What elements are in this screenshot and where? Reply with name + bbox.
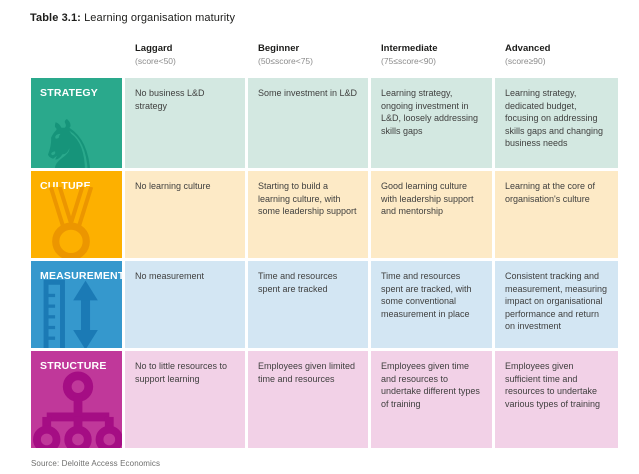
column-header-beginner: Beginner (50≤score<75) [248, 37, 368, 75]
table-title: Table 3.1: Learning organisation maturit… [30, 12, 639, 24]
column-header-intermediate: Intermediate (75≤score<90) [371, 37, 492, 75]
table-number: Table 3.1: [30, 12, 81, 24]
cell-measurement-advanced: Consistent tracking and measurement, mea… [495, 261, 618, 348]
cell-structure-laggard: No to little resources to support learni… [125, 351, 245, 448]
cell-structure-beginner: Employees given limited time and resourc… [248, 351, 368, 448]
column-label: Laggard [135, 43, 173, 54]
table-title-text: Learning organisation maturity [80, 12, 236, 24]
chess-knight-icon: ♞ [36, 105, 103, 168]
cell-strategy-advanced: Learning strategy, dedicated budget, foc… [495, 78, 618, 168]
cell-culture-laggard: No learning culture [125, 171, 245, 258]
column-label: Beginner [258, 43, 300, 54]
column-score-range: (75≤score<90) [381, 56, 436, 66]
cell-strategy-laggard: No business L&D strategy [125, 78, 245, 168]
medal-icon [36, 183, 106, 258]
ruler-arrow-icon [39, 279, 109, 348]
row-label: STRATEGY [40, 87, 98, 99]
column-label: Advanced [505, 43, 551, 54]
source-note: Source: Deloitte Access Economics [31, 459, 161, 468]
cell-strategy-intermediate: Learning strategy, ongoing investment in… [371, 78, 492, 168]
row-label: STRUCTURE [40, 360, 107, 372]
column-label: Intermediate [381, 43, 438, 54]
column-score-range: (50≤score<75) [258, 56, 313, 66]
cell-measurement-beginner: Time and resources spent are tracked [248, 261, 368, 348]
row-header-measurement: MEASUREMENT [31, 261, 122, 348]
column-score-range: (score<50) [135, 56, 176, 66]
cell-culture-beginner: Starting to build a learning culture, wi… [248, 171, 368, 258]
cell-measurement-laggard: No measurement [125, 261, 245, 348]
cell-culture-intermediate: Good learning culture with leadership su… [371, 171, 492, 258]
row-label: MEASUREMENT [40, 270, 122, 282]
cell-strategy-beginner: Some investment in L&D [248, 78, 368, 168]
column-header-advanced: Advanced (score≥90) [495, 37, 618, 75]
cell-structure-advanced: Employees given sufficient time and reso… [495, 351, 618, 448]
maturity-table: Laggard (score<50) Beginner (50≤score<75… [31, 37, 618, 448]
row-header-strategy: STRATEGY ♞ [31, 78, 122, 168]
row-header-culture: CULTURE [31, 171, 122, 258]
corner-spacer [31, 37, 122, 75]
column-score-range: (score≥90) [505, 56, 546, 66]
org-chart-icon [31, 371, 122, 448]
column-header-laggard: Laggard (score<50) [125, 37, 245, 75]
cell-culture-advanced: Learning at the core of organisation's c… [495, 171, 618, 258]
cell-structure-intermediate: Employees given time and resources to un… [371, 351, 492, 448]
row-header-structure: STRUCTURE [31, 351, 122, 448]
cell-measurement-intermediate: Time and resources spent are tracked, wi… [371, 261, 492, 348]
